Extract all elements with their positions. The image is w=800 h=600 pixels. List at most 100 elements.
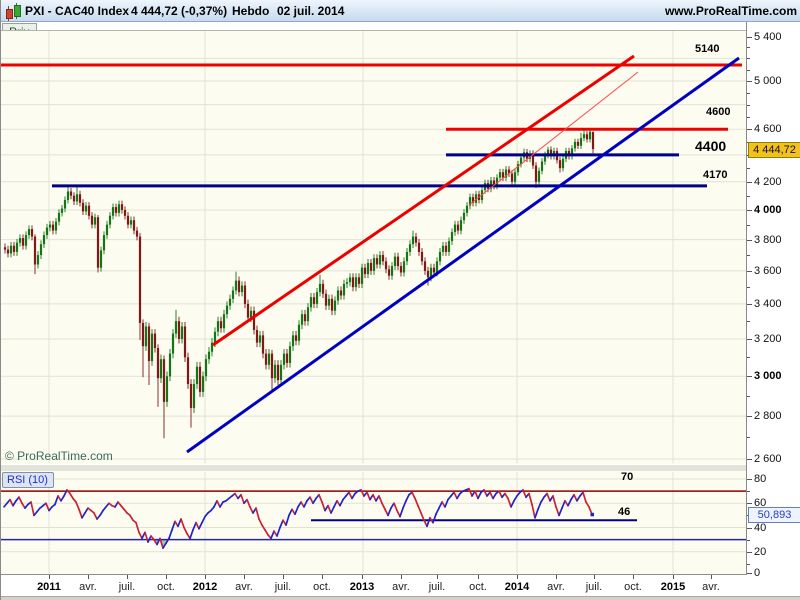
rsi-curve-segment	[168, 529, 173, 540]
candle-body	[132, 220, 136, 231]
price-axis-tick	[747, 225, 750, 226]
candle-body	[255, 329, 259, 343]
candle-body	[207, 351, 211, 360]
candle-body	[138, 236, 142, 323]
time-axis-label: 2013	[349, 581, 375, 593]
rsi-curve-segment	[576, 495, 581, 502]
time-axis-label: 2014	[504, 581, 530, 593]
rsi-curve-segment	[528, 492, 533, 506]
rsi-curve-segment	[318, 493, 323, 503]
rsi-axis-tick	[747, 540, 750, 541]
candle-body	[102, 235, 106, 251]
candle-body	[180, 326, 184, 339]
rsi-chart-area[interactable]	[1, 471, 746, 575]
candle-body	[186, 357, 190, 385]
rsi-axis-tick	[747, 479, 752, 480]
rsi-curve-segment	[219, 501, 224, 508]
candle-body	[258, 335, 262, 343]
rsi-curve-segment	[276, 526, 281, 537]
candle-body	[15, 242, 19, 252]
candle-body	[435, 261, 439, 273]
time-axis-tick	[362, 575, 363, 579]
candle-body	[237, 280, 241, 293]
candle-body	[411, 236, 415, 245]
price-axis[interactable]	[746, 22, 800, 596]
rsi-curve-segment	[483, 489, 488, 497]
rsi-curve-segment	[531, 503, 536, 519]
time-axis-label: avr.	[702, 581, 720, 593]
rsi-curve-segment	[60, 495, 65, 502]
candle-body	[45, 227, 49, 236]
candle-body	[495, 177, 499, 186]
rsi-curve-segment	[264, 529, 269, 536]
price-axis-label: 4 200	[754, 176, 782, 188]
candle-body	[303, 314, 307, 322]
candle-body	[18, 238, 22, 243]
rsi-curve-segment	[321, 501, 326, 512]
title-bar: PXI - CAC40 Index 4 444,72 (-0,37%) Hebd…	[1, 0, 800, 22]
candle-body	[189, 384, 193, 408]
candle-body	[168, 353, 172, 377]
candle-body	[42, 235, 46, 245]
time-axis-label: avr.	[79, 581, 97, 593]
copyright-watermark: © ProRealTime.com	[5, 449, 113, 463]
rsi-curve-segment	[288, 508, 293, 517]
trendline-support-blue[interactable]	[186, 56, 740, 454]
rsi-curve-segment	[405, 493, 410, 502]
time-axis[interactable]	[1, 575, 800, 596]
rsi-curve-segment	[255, 507, 260, 520]
candle-body	[534, 165, 538, 182]
candlestick-chart[interactable]	[1, 30, 746, 464]
rsi-curve-segment	[45, 502, 50, 512]
candle-body	[468, 197, 472, 206]
candle-body	[492, 180, 496, 186]
candle-body	[270, 353, 274, 379]
candle-body	[504, 169, 508, 178]
candle-body	[450, 232, 454, 242]
candle-body	[273, 364, 277, 379]
rsi-curve-segment	[63, 489, 68, 497]
rsi-curve-segment	[333, 499, 338, 508]
rsi-curve-segment	[129, 514, 134, 522]
candle-body	[24, 235, 28, 246]
rsi-curve-segment	[240, 493, 245, 505]
rsi-axis-label: 0	[754, 567, 761, 579]
rsi-axis-tick	[747, 573, 752, 574]
rsi-curve-segment	[84, 507, 89, 514]
price-axis-tick	[747, 339, 752, 340]
candle-body	[198, 366, 202, 392]
rsi-curve-segment	[279, 519, 284, 529]
rsi-indicator-chart[interactable]	[1, 471, 746, 574]
price-axis-tick	[747, 321, 750, 322]
candle-body	[315, 292, 319, 304]
candle-body	[264, 353, 268, 365]
candle-body	[6, 249, 10, 254]
price-axis-label: 4 600	[754, 123, 782, 135]
rsi-indicator-label[interactable]: RSI (10)	[2, 472, 54, 488]
time-axis-tick	[594, 575, 595, 579]
trendline-resistance-red[interactable]	[212, 54, 635, 347]
price-axis-tick	[747, 357, 750, 358]
rsi-curve-segment	[585, 501, 590, 508]
candle-body	[87, 205, 91, 216]
price-axis-tick	[747, 105, 750, 106]
rsi-curve-segment	[546, 492, 551, 502]
candle-body	[117, 204, 121, 213]
price-axis-label: 2 800	[754, 410, 782, 422]
candle-body	[540, 161, 544, 171]
candle-body	[399, 266, 403, 273]
candle-body	[474, 194, 478, 203]
brand-link: www.ProRealTime.com	[664, 4, 797, 18]
time-axis-label: juil.	[274, 581, 292, 593]
candle-body	[171, 333, 175, 354]
price-chart-area[interactable]	[1, 30, 746, 465]
price-axis-tick	[747, 416, 752, 417]
rsi-curve-segment	[303, 499, 308, 508]
trendline-thin-red[interactable]	[468, 71, 639, 206]
candle-body	[426, 270, 430, 278]
rsi-curve-segment	[351, 492, 356, 500]
rsi-curve-segment	[144, 531, 149, 543]
time-axis-tick	[673, 575, 674, 579]
candle-body	[231, 290, 235, 299]
candle-body	[348, 277, 352, 283]
